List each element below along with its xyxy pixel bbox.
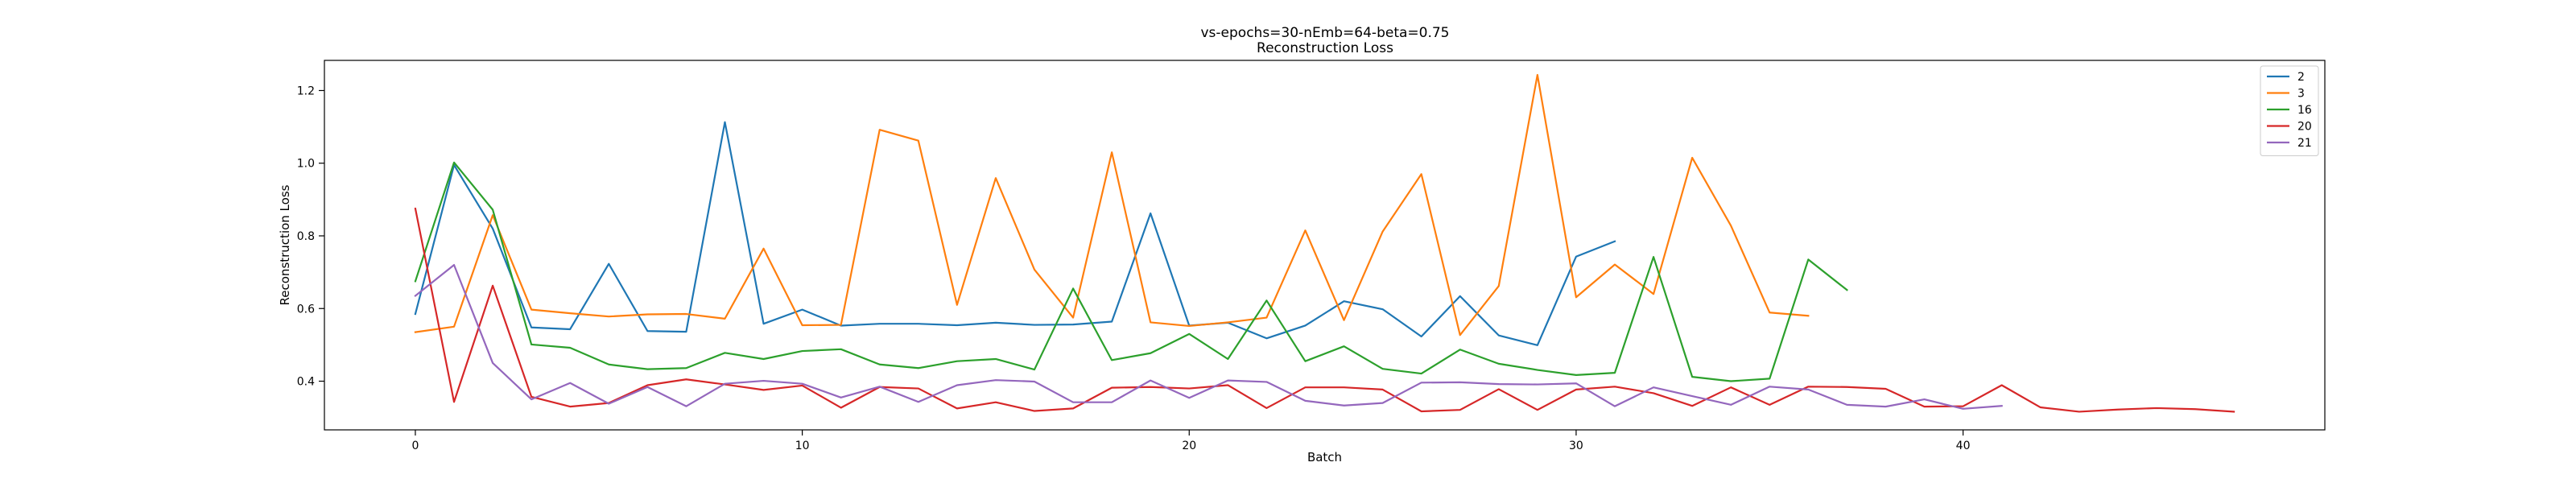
series-layer <box>414 73 2235 413</box>
x-axis: 0 10 20 30 40 <box>411 430 1970 452</box>
series-line-16 <box>414 161 1848 382</box>
y-tick-label: 0.6 <box>297 303 315 316</box>
series-line-20 <box>414 207 2235 413</box>
x-tick-label: 20 <box>1182 440 1196 452</box>
y-tick-label: 0.4 <box>297 376 315 389</box>
x-tick-label: 30 <box>1569 440 1583 452</box>
legend: 2 3 16 20 21 <box>2260 65 2319 156</box>
legend-entry: 2 <box>2297 71 2305 84</box>
plot-area-frame <box>324 60 2326 431</box>
series-line-2 <box>414 121 1616 346</box>
y-tick-label: 1.0 <box>297 158 315 171</box>
legend-entry: 3 <box>2297 88 2305 101</box>
chart-subtitle: Reconstruction Loss <box>1257 40 1393 56</box>
x-tick-label: 0 <box>411 440 419 452</box>
chart-title: vs-epochs=30-nEmb=64-beta=0.75 <box>1201 25 1450 41</box>
x-tick-label: 10 <box>795 440 810 452</box>
legend-entry: 20 <box>2297 121 2312 134</box>
y-axis-label: Reconstruction Loss <box>278 184 292 305</box>
y-tick-label: 0.8 <box>297 230 315 243</box>
series-line-21 <box>414 264 2003 410</box>
legend-entry: 21 <box>2297 137 2312 150</box>
y-axis: 0.4 0.6 0.8 1.0 1.2 <box>297 85 324 389</box>
x-tick-label: 40 <box>1956 440 1971 452</box>
legend-entry: 16 <box>2297 104 2312 117</box>
x-axis-label: Batch <box>1307 450 1342 464</box>
series-line-3 <box>414 73 1810 336</box>
y-tick-label: 1.2 <box>297 85 315 97</box>
legend-box <box>2260 65 2319 156</box>
